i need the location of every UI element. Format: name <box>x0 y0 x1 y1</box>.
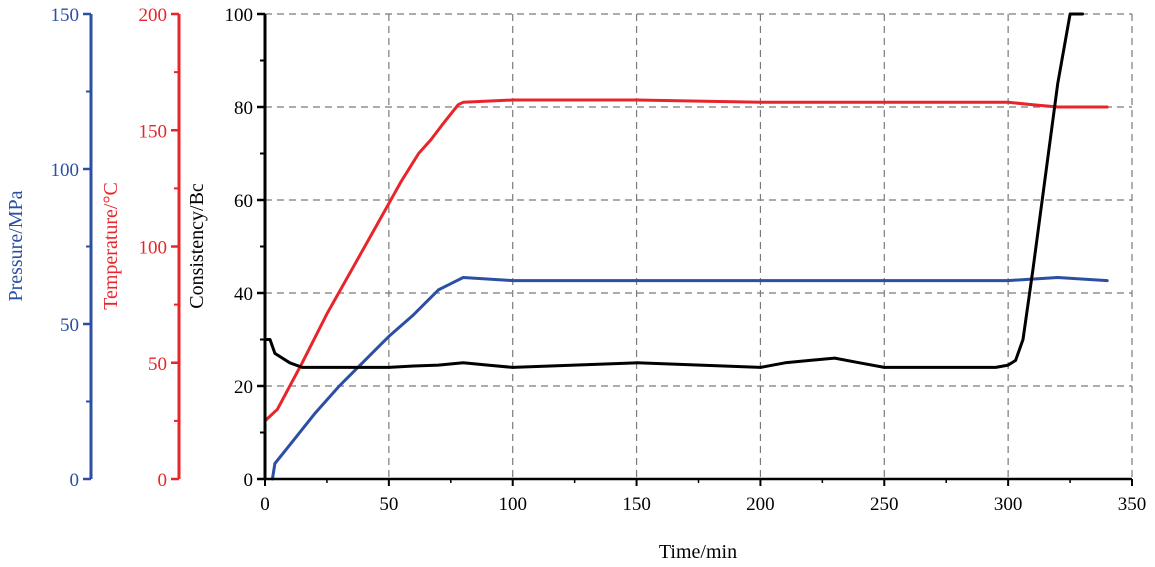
pressure-series-line <box>270 276 1109 481</box>
x-tick-label-0: 0 <box>260 494 270 515</box>
x-tick-label-1: 50 <box>379 494 398 515</box>
pressure-tick-label-3: 150 <box>51 5 80 26</box>
x-tick-label-2: 100 <box>498 494 527 515</box>
consistency-tick-label-4: 80 <box>234 98 253 119</box>
x-tick-label-3: 150 <box>622 494 651 515</box>
grid-lines <box>265 13 1133 479</box>
temperature-series-line <box>263 98 1109 423</box>
pressure-tick-label-0: 0 <box>70 470 80 491</box>
pressure-axis-title: Pressure/MPa <box>5 190 27 301</box>
pressure-tick-label-2: 100 <box>51 160 80 181</box>
x-tick-label-7: 350 <box>1118 494 1147 515</box>
x-tick-label-4: 200 <box>746 494 775 515</box>
consistency-tick-label-3: 60 <box>234 191 253 212</box>
temperature-tick-label-0: 0 <box>158 470 168 491</box>
consistency-axis-title: Consistency/Bc <box>186 183 208 309</box>
consistency-tick-label-5: 100 <box>225 5 254 26</box>
consistency-tick-label-1: 20 <box>234 377 253 398</box>
series-group <box>263 12 1109 481</box>
temperature-tick-label-3: 150 <box>139 121 168 142</box>
temperature-tick-label-2: 100 <box>139 238 168 259</box>
temperature-tick-label-1: 50 <box>148 354 167 375</box>
x-tick-label-5: 250 <box>870 494 899 515</box>
temperature-axis-title: Temperature/°C <box>100 182 122 310</box>
consistency-series-line <box>263 12 1084 369</box>
consistency-tick-label-2: 40 <box>234 284 253 305</box>
axes-group: 0 50 100 150 200 250 300 3500501001500501001502… <box>51 5 1147 515</box>
pressure-tick-label-1: 50 <box>60 315 79 336</box>
temperature-tick-label-4: 200 <box>139 5 168 26</box>
x-tick-label-6: 300 <box>994 494 1023 515</box>
consistency-tick-label-0: 0 <box>244 470 254 491</box>
x-axis-title: Time/min <box>659 541 737 563</box>
